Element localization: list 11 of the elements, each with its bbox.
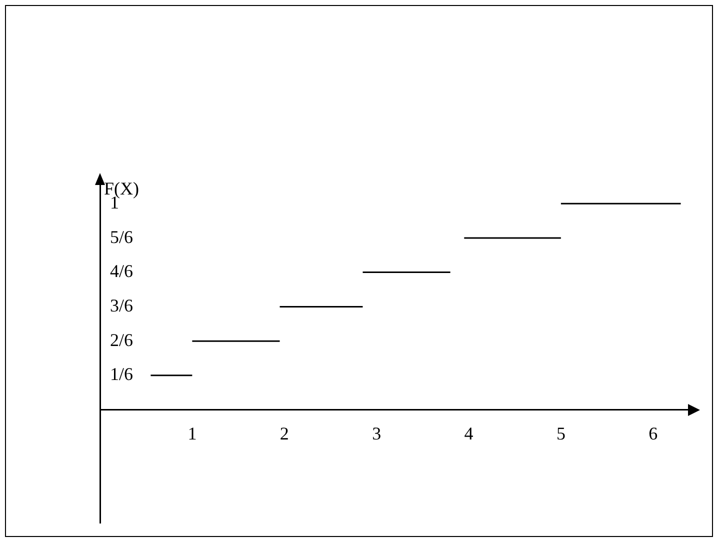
y-tick-label: 1/6 (110, 364, 134, 384)
x-tick-label: 2 (280, 423, 289, 444)
y-tick-label: 2/6 (110, 330, 134, 350)
x-tick-label: 4 (464, 423, 474, 444)
x-tick-label: 3 (372, 423, 382, 444)
x-tick-label: 1 (188, 423, 197, 444)
x-tick-label: 5 (556, 423, 566, 444)
y-tick-label: 4/6 (110, 261, 134, 282)
y-tick-label: 5/6 (110, 226, 134, 247)
x-tick-label: 6 (648, 423, 658, 444)
y-tick-label: 3/6 (110, 295, 134, 316)
